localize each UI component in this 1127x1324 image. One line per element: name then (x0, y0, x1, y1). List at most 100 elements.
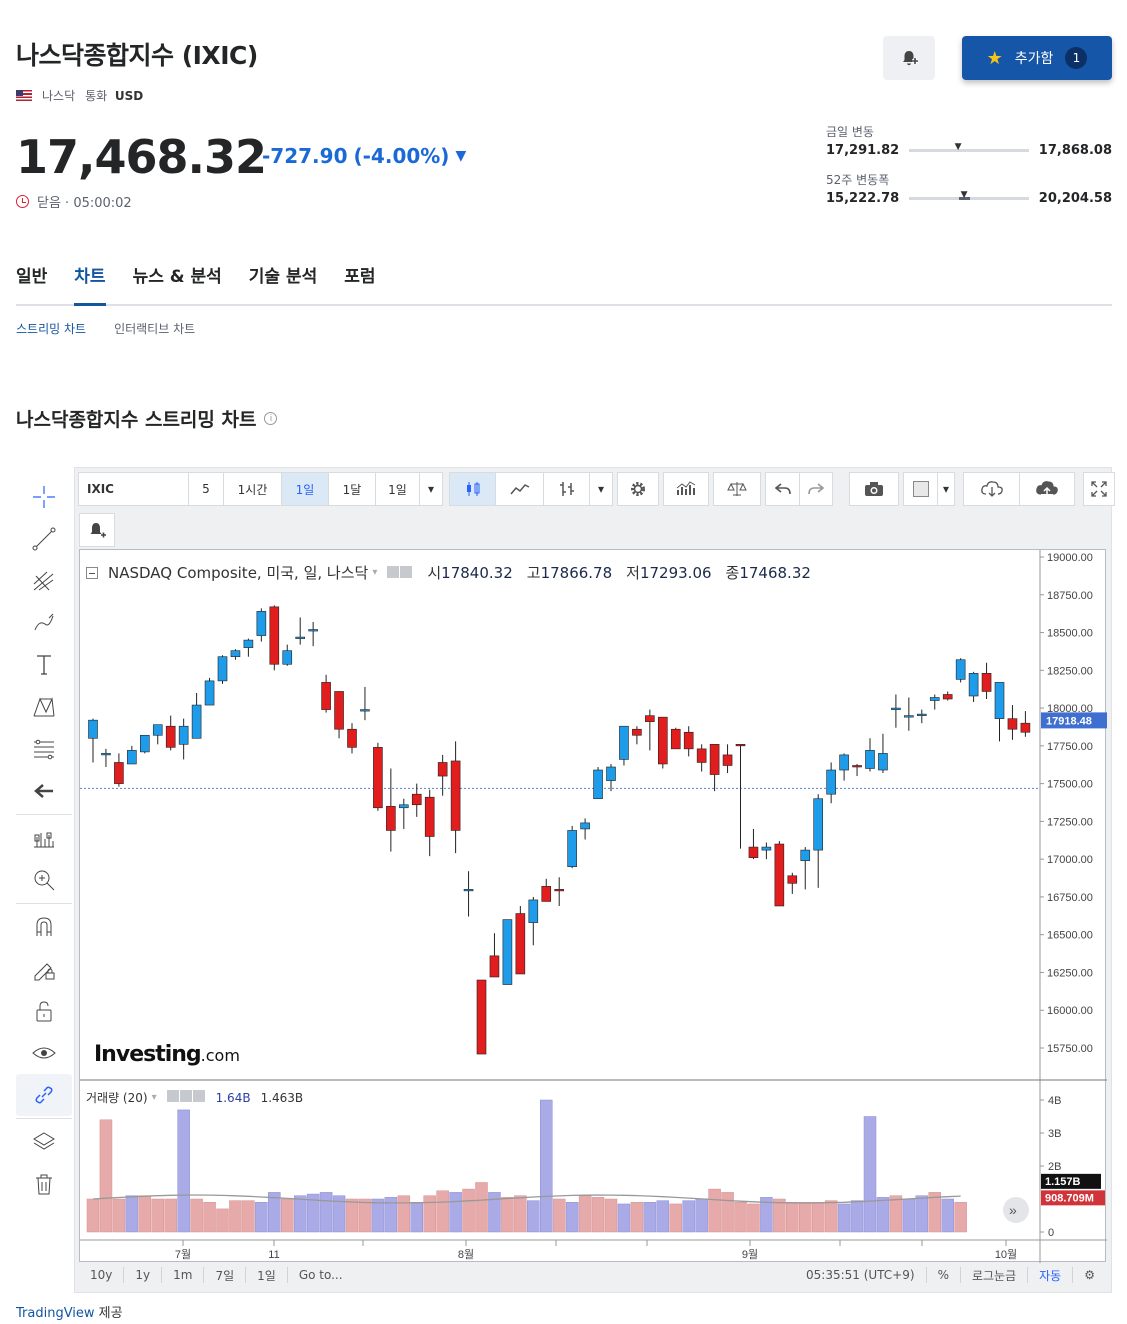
undo-icon[interactable] (765, 472, 799, 506)
chevron-down-icon[interactable]: ▾ (419, 472, 443, 506)
y-tick-label: 18000.00 (1047, 703, 1093, 715)
magnet-icon[interactable] (16, 906, 72, 948)
chevron-down-icon[interactable]: ▾ (937, 472, 955, 506)
chevron-down-icon[interactable]: ▾ (372, 567, 378, 578)
subtab-interactive[interactable]: 인터랙티브 차트 (114, 322, 196, 336)
volume-bar (242, 1200, 255, 1233)
pattern-icon[interactable] (16, 686, 72, 728)
x-tick-label: 7월 (175, 1248, 191, 1261)
range-7d[interactable]: 7일 (204, 1267, 247, 1283)
trash-icon[interactable] (16, 1163, 72, 1205)
lock-drawing-icon[interactable] (16, 948, 72, 990)
camera-icon[interactable] (849, 472, 899, 506)
pitchfork-icon[interactable] (16, 560, 72, 602)
volume-bar (423, 1195, 436, 1233)
redo-icon[interactable] (799, 472, 833, 506)
volume-bar (954, 1202, 967, 1233)
zoom-in-icon[interactable] (16, 859, 72, 901)
alert-button[interactable] (883, 36, 935, 80)
volume-bar (747, 1203, 760, 1233)
add-alert-button[interactable] (79, 513, 115, 547)
volume-bar (462, 1188, 475, 1233)
measure-icon[interactable] (16, 817, 72, 859)
volume-bar (540, 1099, 553, 1233)
eye-icon[interactable] (166, 1090, 179, 1102)
chart-plot-area[interactable]: 19000.00 18750.00 18500.00 18250.00 18000.00… (79, 549, 1107, 1263)
week52-range-label: 52주 변동폭 (826, 173, 890, 187)
interval-1h[interactable]: 1시간 (223, 472, 281, 506)
range-10y[interactable]: 10y (79, 1267, 125, 1283)
range-1y[interactable]: 1y (124, 1267, 163, 1283)
chevron-down-icon[interactable]: ▾ (151, 1092, 157, 1103)
color-swatch-icon[interactable] (903, 472, 937, 506)
line-chart-icon[interactable] (495, 472, 543, 506)
eye-icon[interactable] (387, 565, 400, 578)
text-tool-icon[interactable] (16, 644, 72, 686)
tab-chart[interactable]: 차트 (74, 258, 106, 306)
settings-gear-icon[interactable]: ⚙ (1084, 1268, 1095, 1282)
candle-body (748, 846, 759, 858)
y-tick-label: 16250.00 (1047, 967, 1093, 979)
volume-bar (669, 1203, 682, 1233)
bell-plus-icon (90, 523, 106, 538)
volume-bar (268, 1192, 281, 1233)
arrow-left-icon[interactable] (16, 770, 72, 812)
tab-technical[interactable]: 기술 분석 (248, 267, 318, 287)
candles-icon[interactable] (449, 472, 495, 506)
tradingview-link[interactable]: TradingView (16, 1306, 95, 1321)
close-icon[interactable] (192, 1090, 205, 1102)
info-icon[interactable]: i (264, 412, 278, 425)
range-select[interactable]: 1일 (375, 472, 419, 506)
layers-icon[interactable] (16, 1121, 72, 1163)
clock-icon (16, 195, 29, 208)
candle-body (774, 843, 785, 907)
candle-body (321, 682, 331, 710)
eye-icon[interactable] (16, 1032, 72, 1074)
candle-body (243, 639, 254, 648)
volume-tick-label: 4B (1048, 1095, 1061, 1107)
interval-5[interactable]: 5 (188, 472, 223, 506)
cloud-download-icon[interactable] (963, 472, 1019, 506)
day-range: 금일 변동 17,291.82 ▼ 17,868.08 (826, 123, 1112, 158)
go-to-date[interactable]: Go to... (298, 1268, 343, 1282)
candle-body (891, 707, 901, 710)
percent-scale-toggle[interactable]: % (927, 1267, 961, 1283)
add-to-watchlist-button[interactable]: ★ 추가함 1 (962, 36, 1112, 80)
collapse-icon[interactable] (86, 566, 98, 579)
cloud-upload-icon[interactable] (1019, 472, 1075, 506)
candle-body (683, 731, 694, 750)
change-percent: (-4.00%) (353, 144, 450, 168)
tab-news[interactable]: 뉴스 & 분석 (132, 267, 222, 287)
volume-tick-label: 2B (1048, 1161, 1061, 1173)
trendline-icon[interactable] (16, 518, 72, 560)
candle-body (295, 636, 305, 639)
brush-icon[interactable] (16, 602, 72, 644)
compare-scale-icon[interactable] (713, 472, 761, 506)
interval-1m[interactable]: 1달 (328, 472, 375, 506)
symbol-input[interactable]: IXIC (78, 472, 188, 506)
chart-attribution: TradingView 제공 (16, 1306, 123, 1321)
interval-1d[interactable]: 1일 (281, 472, 328, 506)
range-1d[interactable]: 1일 (246, 1267, 288, 1283)
volume-bar (708, 1188, 721, 1233)
y-tick-label: 16750.00 (1047, 892, 1093, 904)
link-icon[interactable] (16, 1074, 72, 1116)
auto-scale-toggle[interactable]: 자동 (1028, 1267, 1074, 1283)
subtab-streaming[interactable]: 스트리밍 차트 (16, 322, 87, 336)
volume-bar (695, 1198, 708, 1233)
tab-forum[interactable]: 포럼 (344, 267, 376, 287)
crosshair-icon[interactable] (16, 476, 72, 518)
settings-gear-icon[interactable] (400, 565, 413, 578)
log-scale-toggle[interactable]: 로그눈금 (961, 1267, 1029, 1283)
unlock-icon[interactable] (16, 990, 72, 1032)
candlestick-chart[interactable]: 19000.00 18750.00 18500.00 18250.00 18000.00… (80, 550, 1107, 1263)
tab-general[interactable]: 일반 (16, 267, 48, 287)
chevron-down-icon[interactable]: ▾ (589, 472, 613, 506)
fullscreen-icon[interactable] (1083, 472, 1115, 506)
fib-retracement-icon[interactable] (16, 728, 72, 770)
indicators-icon[interactable] (663, 472, 709, 506)
settings-gear-icon[interactable] (617, 472, 659, 506)
range-1m[interactable]: 1m (162, 1267, 205, 1283)
settings-gear-icon[interactable] (179, 1090, 192, 1102)
ohlc-bars-icon[interactable] (543, 472, 589, 506)
